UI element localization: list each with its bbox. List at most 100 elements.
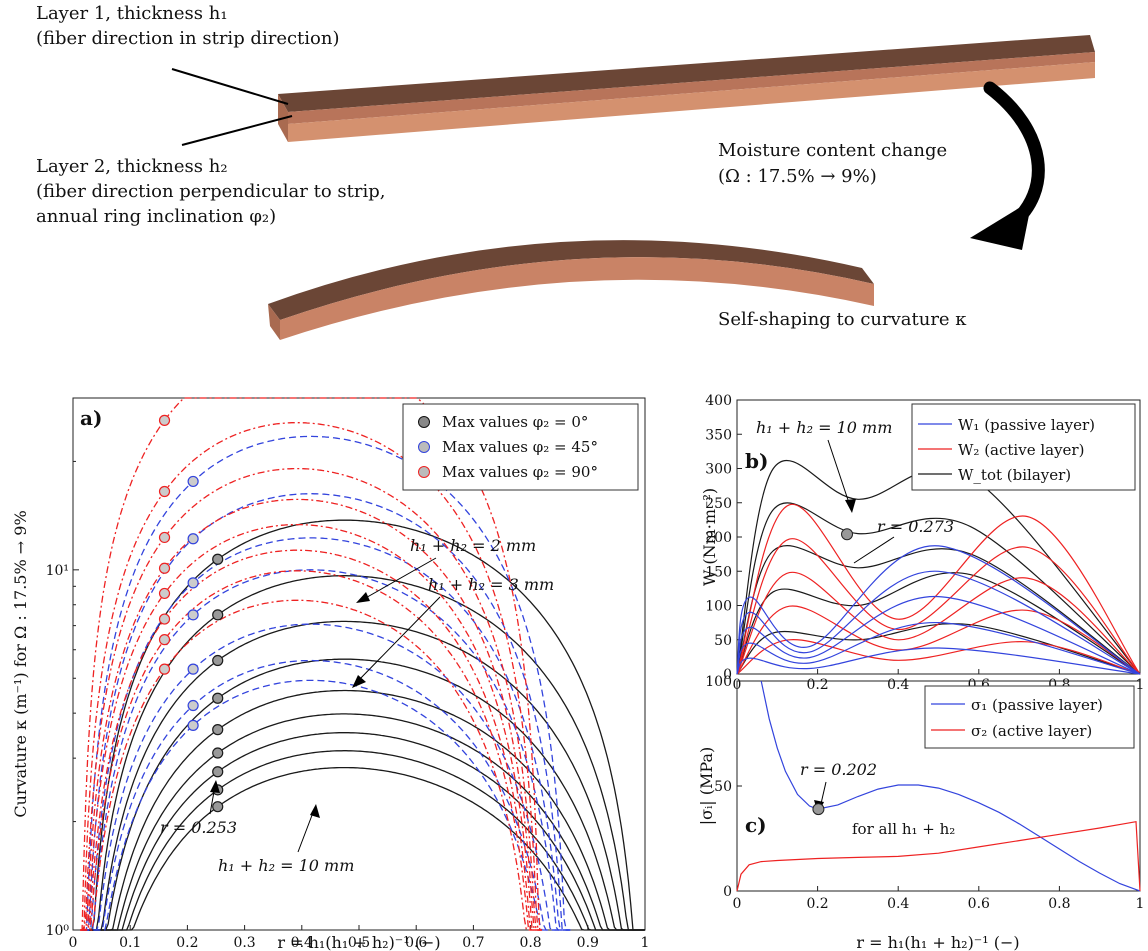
arrow-b-10mm [827,439,851,507]
layer1-label-line2: (fiber direction in strip direction) [36,28,340,49]
panel-c-xtick-label: 0.2 [806,896,828,912]
panel-a-curve [80,549,542,931]
panel-a-max-marker [212,724,224,736]
panel-b-series-line [736,545,1141,675]
panel-b-series-line [736,572,1141,675]
panel-c-xlabel: r = h₁(h₁ + h₂)⁻¹ (−) [856,933,1019,951]
panel-a-curve [84,750,645,931]
moisture-label-line1: Moisture content change [718,140,947,161]
panel-c-ticks: 0 0.2 0.4 0.6 0.8 1 0 50 100 [705,674,1144,912]
illustration: Layer 1, thickness h₁ (fiber direction i… [36,3,1095,340]
panel-b-series-line [736,504,1141,675]
layer1-label-line1: Layer 1, thickness h₁ [36,3,228,24]
curved-arrow-icon [983,81,1045,233]
panel-c-ytick-label: 0 [723,884,732,900]
panel-a-max-marker [212,692,224,704]
legend-marker-phi45 [418,441,430,453]
panel-a-label: a) [80,406,102,430]
annotation-r0202: r = 0.202 [800,760,877,779]
panel-a-ytick-label: 10¹ [46,563,69,579]
panel-a-max-marker [187,663,199,675]
legend-entry-sigma2: σ₂ (active layer) [971,722,1092,740]
annotation-r0273: r = 0.273 [877,517,954,536]
panel-a-max-marker [212,553,224,565]
panel-a-curve [80,570,542,931]
panel-c-xtick-label: 0.6 [968,896,990,912]
leader-line-layer2 [181,115,293,146]
panel-b-label: b) [745,449,768,473]
panel-b-ytick-label: 300 [705,462,732,478]
panel-a-xtick-label: 0.6 [405,935,427,951]
panel-b-series-line [736,538,1141,675]
panel-a-curve [84,732,645,931]
panel-a-max-marker [212,747,224,759]
layer2-label-line2: (fiber direction perpendicular to strip, [36,181,385,202]
panel-c-chart: 0 0.2 0.4 0.6 0.8 1 0 50 100 c) σ₁ (passive laye… [697,674,1144,951]
panel-a-xtick-label: 0.5 [348,935,370,951]
panel-b-xtick-label: 0.4 [887,677,909,693]
panel-a-xtick-label: 0.7 [462,935,484,951]
curved-end-face [268,304,280,340]
panel-a-curve [84,620,645,931]
panel-b-ytick-label: 0 [723,667,732,683]
legend-entry-sigma1: σ₁ (passive layer) [971,696,1103,714]
strip-side-lower [288,62,1095,142]
panel-c-legend: σ₁ (passive layer) σ₂ (active layer) [924,685,1135,749]
layer2-label-line3: annual ring inclination φ₂) [36,206,276,227]
panel-a-max-marker [158,663,171,675]
panel-c-ytick-label: 50 [714,779,732,795]
legend-entry-phi45: Max values φ₂ = 45° [442,438,598,456]
panel-a-xtick-label: 0.1 [119,935,141,951]
panel-a-curve [82,435,571,931]
panel-b-series-line [736,571,1141,675]
panel-a-max-marker [187,577,199,589]
arrowhead-r0253-icon [210,780,220,793]
panel-c-legend-box [924,685,1135,749]
panel-c-xtick-label: 0.8 [1048,896,1070,912]
panel-c-xtick-label: 0.4 [887,896,909,912]
annotation-r0253: r = 0.253 [160,818,237,837]
panel-a-curve [80,523,542,931]
self-shaping-label: Self-shaping to curvature κ [718,309,967,330]
panel-a-max-marker [187,475,199,488]
panel-a-curve [82,569,571,931]
panel-a-legend: Max values φ₂ = 0° Max values φ₂ = 45° M… [402,403,639,491]
panel-c-xtick-label: 1 [1136,896,1145,912]
panel-a-max-marker [158,485,171,498]
panel-a-curve [80,422,542,931]
annotation-10mm: h₁ + h₂ = 10 mm [218,856,354,875]
panel-b-ylabel: W (Nm·m⁻²) [700,488,719,586]
panel-a-curve [82,623,571,931]
panel-a-xtick-label: 1 [641,935,650,951]
arrowhead-10mm-icon [310,804,320,818]
straight-strip [278,35,1095,142]
panel-a-curve [84,519,645,931]
panel-a-ytick-label: 10⁰ [46,923,70,939]
panel-b-ytick-label: 350 [705,427,732,443]
panel-b-ytick-label: 100 [705,599,732,615]
layer2-label-line1: Layer 2, thickness h₂ [36,156,228,177]
panel-c-marker [812,803,825,816]
panel-b-legend: W₁ (passive layer) W₂ (active layer) W_t… [911,403,1136,491]
panel-a-curve [82,659,571,931]
panel-a-max-marker [158,613,171,625]
panel-b-curves [736,459,1141,675]
strip-top-face [278,35,1095,112]
arrow-r0273 [853,536,895,564]
panel-a-max-marker [212,609,224,621]
panel-a-chart: 0 0.1 0.2 0.3 0.4 0.5 0.6 0.7 0.8 0.9 1 10⁰ 10¹ a) M… [11,397,650,951]
panel-a-max-marker [158,587,171,600]
arrow-2mm [361,557,437,601]
panel-c-xtick-label: 0 [733,896,742,912]
panel-a-xtick-label: 0.4 [291,935,313,951]
leader-line-layer1 [171,68,289,105]
curved-top-face [268,240,874,320]
panel-a-curve [84,658,645,931]
panel-a-curve [84,766,645,931]
panel-a-curve [84,713,645,931]
panel-b-ytick-label: 200 [705,530,732,546]
panel-c-ylabel: |σᵢ| (MPa) [697,747,716,825]
moisture-label-line2: (Ω : 17.5% → 9%) [718,166,877,187]
annotation-for-all: for all h₁ + h₂ [852,820,955,838]
